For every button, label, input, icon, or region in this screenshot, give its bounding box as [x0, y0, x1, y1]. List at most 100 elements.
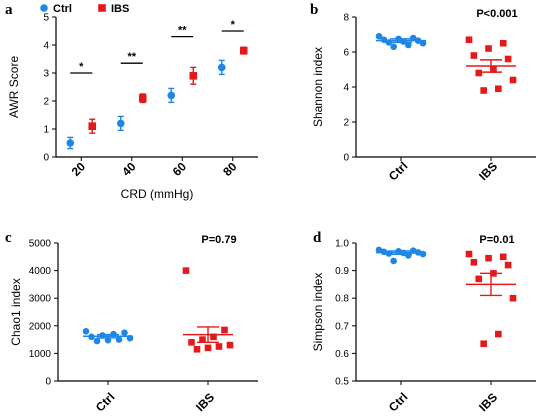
data-point — [470, 259, 478, 266]
data-point — [390, 257, 397, 265]
y-tick-label: 6 — [343, 48, 349, 59]
data-point — [217, 63, 226, 72]
data-point — [215, 343, 223, 350]
x-tick-label: IBS — [476, 390, 500, 414]
x-tick-label: Ctrl — [93, 390, 118, 415]
significance-stars: ** — [178, 25, 187, 37]
data-point — [499, 253, 507, 261]
panel-c: c 0 1000 2000 3000 4000 5000 Chao1 index Ctrl IBS… — [5, 230, 258, 414]
y-tick-label: 0 — [45, 377, 51, 388]
data-point — [188, 339, 195, 346]
data-point — [210, 333, 217, 341]
panel-d: d 0.5 0.6 0.7 0.8 0.9 1.0 Simpson index Ctrl IBS P… — [311, 230, 536, 414]
y-axis-title: AWR Score — [7, 56, 21, 119]
data-point — [419, 39, 427, 47]
legend-marker — [98, 4, 106, 12]
data-point — [509, 294, 517, 302]
y-axis-title: Chao1 index — [9, 278, 23, 345]
data-point — [504, 261, 512, 269]
y-tick-label: 2 — [343, 118, 349, 129]
data-point — [499, 39, 507, 47]
p-value-label: P=0.01 — [479, 234, 514, 246]
x-tick-label: 40 — [119, 159, 139, 179]
data-point — [419, 250, 427, 258]
data-point — [495, 330, 502, 338]
data-point — [409, 34, 417, 42]
y-tick-label: 4 — [43, 41, 49, 52]
data-point — [138, 94, 147, 102]
x-tick-label: Ctrl — [386, 159, 411, 184]
x-tick-label: IBS — [193, 390, 217, 414]
y-tick-label: 3 — [43, 69, 49, 80]
y-tick-label: 0.9 — [335, 266, 349, 277]
data-point — [380, 36, 388, 44]
y-tick-label: 0.7 — [335, 321, 349, 332]
legend-marker — [40, 4, 48, 12]
y-tick-label: 0 — [43, 153, 49, 164]
data-point — [509, 76, 517, 84]
y-tick-label: 1000 — [29, 349, 52, 360]
data-point — [189, 72, 198, 80]
p-value-label: P=0.79 — [201, 234, 236, 246]
data-point — [465, 250, 473, 258]
y-tick-label: 4000 — [29, 266, 52, 277]
data-point — [182, 267, 190, 274]
y-tick-label: 3000 — [29, 294, 52, 305]
y-tick-label: 0.5 — [335, 377, 349, 388]
y-tick-label: 4 — [343, 83, 349, 94]
data-point — [193, 345, 201, 353]
legend-label: IBS — [111, 3, 129, 15]
data-point — [221, 326, 228, 334]
y-tick-label: 0.8 — [335, 294, 349, 305]
data-point — [167, 91, 176, 100]
significance-stars: * — [79, 61, 84, 73]
x-tick-label: 20 — [69, 159, 89, 179]
significance-stars: ** — [127, 51, 136, 63]
y-tick-label: 5000 — [29, 239, 52, 250]
x-tick-label: IBS — [476, 159, 500, 183]
data-point — [490, 66, 497, 73]
panel-letter: b — [310, 2, 318, 18]
y-tick-label: 8 — [343, 13, 349, 24]
legend-label: Ctrl — [53, 3, 72, 15]
data-point — [99, 332, 106, 339]
x-axis-title: CRD (mmHg) — [121, 187, 194, 201]
data-point — [385, 250, 393, 257]
data-point — [239, 46, 248, 55]
y-tick-label: 2000 — [29, 321, 52, 332]
data-point — [82, 328, 90, 335]
data-point — [470, 52, 478, 59]
y-axis-title: Shannon index — [311, 47, 325, 127]
data-point — [405, 41, 412, 49]
data-point — [480, 87, 487, 94]
significance-stars: * — [231, 19, 236, 31]
data-point — [199, 336, 206, 343]
data-point — [495, 85, 502, 93]
data-point — [88, 122, 97, 130]
data-point — [121, 329, 128, 337]
panel-letter: a — [5, 2, 13, 18]
data-point — [504, 55, 512, 63]
data-point — [390, 43, 397, 51]
data-point — [485, 254, 492, 262]
data-point — [475, 275, 483, 283]
x-tick-label: Ctrl — [386, 390, 411, 415]
data-point — [226, 341, 234, 349]
y-axis-title: Simpson index — [311, 273, 325, 352]
x-tick-label: 80 — [220, 159, 240, 179]
data-point — [66, 139, 75, 147]
y-tick-label: 1.0 — [335, 239, 349, 250]
data-point — [400, 38, 407, 45]
panel-letter: d — [313, 230, 322, 246]
p-value-label: P<0.001 — [476, 8, 517, 20]
data-point — [93, 337, 101, 345]
data-point — [375, 32, 383, 40]
y-tick-label: 0.6 — [335, 349, 349, 360]
panel-b: b 0 2 4 6 8 Shannon index Ctrl IBS P<0.001 — [310, 2, 536, 183]
data-point — [465, 36, 473, 44]
data-point — [204, 344, 212, 352]
data-point — [485, 45, 492, 52]
data-point — [116, 119, 125, 128]
